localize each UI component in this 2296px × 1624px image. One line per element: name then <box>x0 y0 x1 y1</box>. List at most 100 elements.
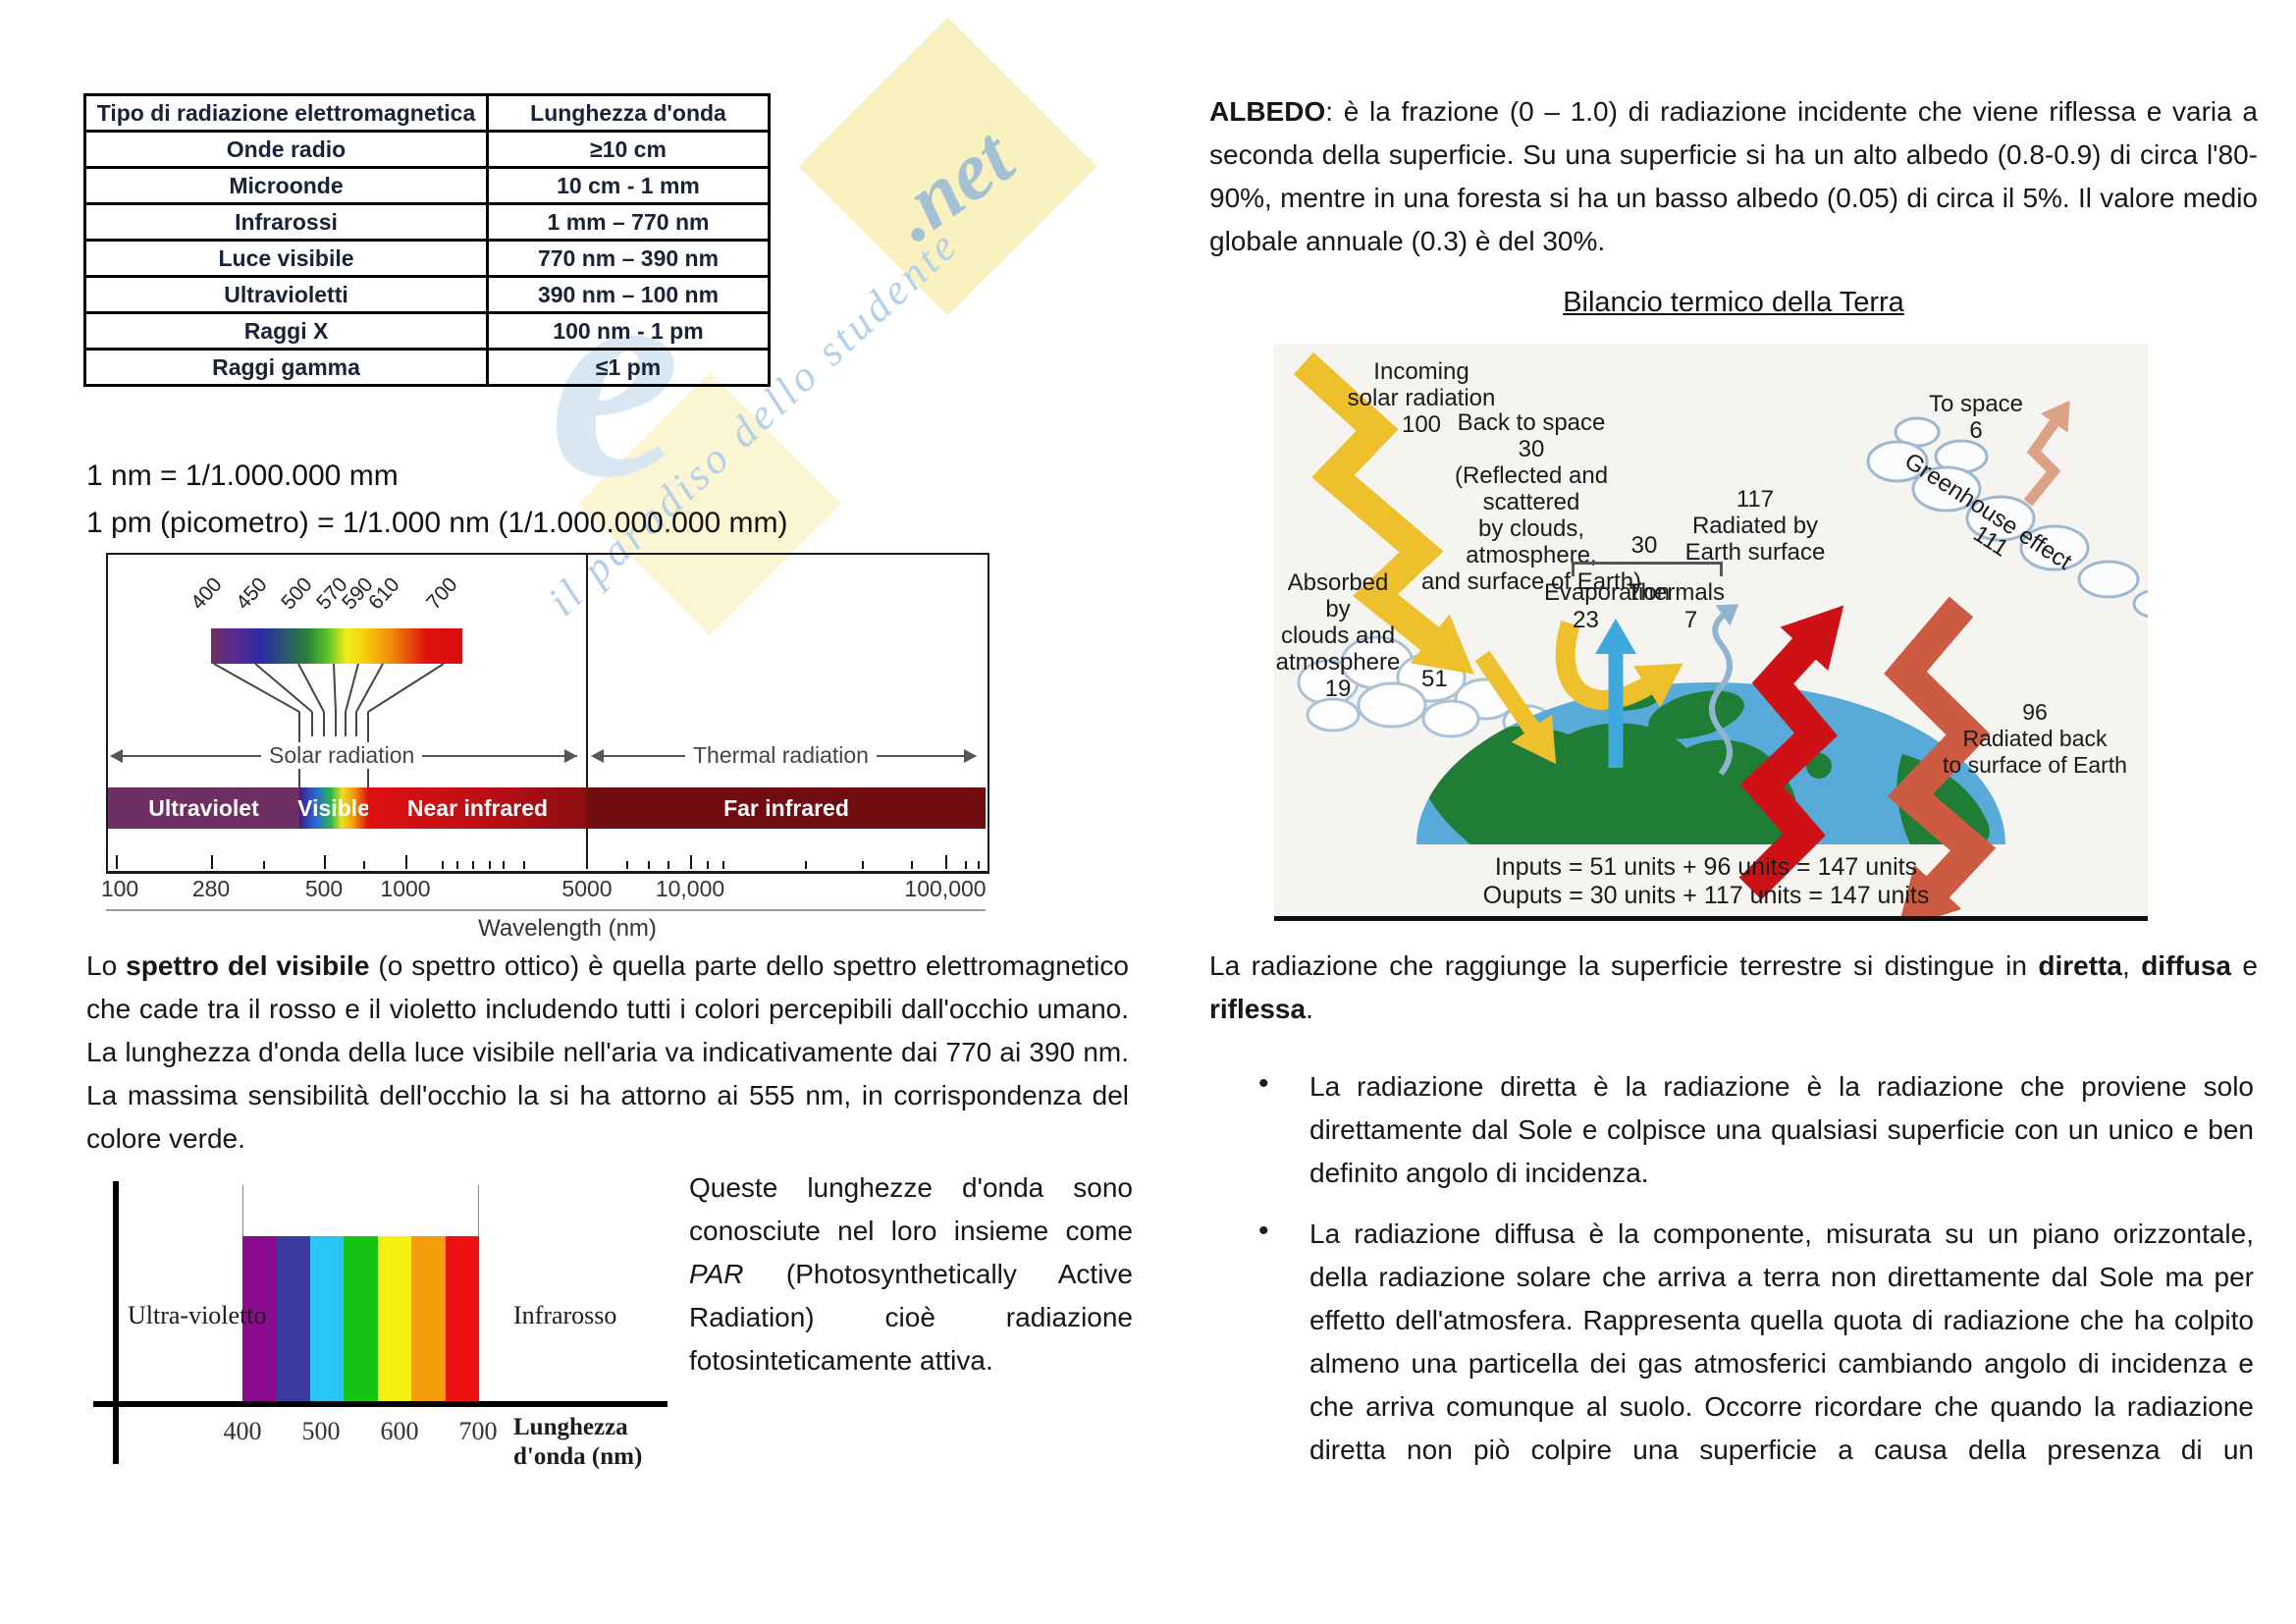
cell-type: Raggi X <box>83 311 489 351</box>
paragraph-text: (o spettro ottico) è quella parte dello … <box>86 950 1129 1154</box>
radiated-back-arrow <box>1884 596 1997 921</box>
paragraph-text: : è la frazione (0 – 1.0) di radiazione … <box>1209 96 2258 256</box>
solar-radiation-label: Solar radiation <box>261 742 423 769</box>
paragraph-text: e <box>2230 950 2258 981</box>
label-value: 96 <box>2022 699 2048 725</box>
greenhouse-cloud-shape <box>1866 416 2148 619</box>
par-bar-cyan <box>309 1236 345 1401</box>
label-line: Radiated by <box>1691 513 1819 539</box>
cell-range: 100 nm - 1 pm <box>486 311 771 351</box>
label-line: and surface of Earth) <box>1420 568 1642 595</box>
label-line: solar radiation <box>1347 385 1496 411</box>
radiation-band-bar: Ultraviolet Visible Near infrared Far in… <box>108 787 986 829</box>
energy-balance-figure: Incoming solar radiation 100 Back to spa… <box>1274 344 2148 921</box>
band-label: Near infrared <box>406 794 549 821</box>
label-value: 100 <box>1401 411 1442 438</box>
albedo-paragraph: ALBEDO: è la frazione (0 – 1.0) di radia… <box>1209 90 2258 263</box>
cell-type: Ultravioletti <box>83 275 489 314</box>
table-header-wavelength: Lunghezza d'onda <box>486 93 771 133</box>
axis-tick <box>405 855 407 869</box>
right-arrowhead-icon <box>564 749 577 763</box>
cell-range: 770 nm – 390 nm <box>486 239 771 278</box>
label-line: Incoming <box>1373 358 1469 385</box>
incoming-solar-arrow <box>1293 352 1474 675</box>
par-axis-label-line: Lunghezza <box>513 1414 628 1440</box>
visible-spectrum-paragraph: Lo spettro del visibile (o spettro ottic… <box>86 945 1129 1161</box>
paragraph-text: La radiazione che raggiunge la superfici… <box>1209 950 2039 981</box>
axis-minor-tick <box>722 861 724 869</box>
paragraph-bold: ALBEDO <box>1209 96 1326 127</box>
axis-minor-tick <box>489 861 491 869</box>
cell-type: Microonde <box>83 166 489 205</box>
label-line: Earth surface <box>1684 539 1826 566</box>
par-bar-red <box>445 1236 479 1401</box>
absorbed-surface-arrow <box>1474 650 1557 765</box>
table-header-type: Tipo di radiazione elettromagnetica <box>83 93 489 133</box>
band-near-infrared: Near infrared <box>368 787 587 829</box>
label-value: 6 <box>1969 417 1983 444</box>
axis-tick <box>211 855 213 869</box>
axis-tick-label: 100,000 <box>904 876 987 901</box>
bullet-direct-radiation: La radiazione diretta è la radiazione è … <box>1309 1071 2254 1188</box>
par-bar-green <box>344 1236 378 1401</box>
radiated-back-label: 96 Radiated back to surface of Earth <box>1922 699 2148 779</box>
par-bar-violet <box>242 1236 277 1401</box>
inputs-equation: Inputs = 51 units + 96 units = 147 units <box>1494 853 1918 881</box>
list-item: • La radiazione diffusa è la componente,… <box>1258 1213 2254 1472</box>
axis-minor-tick <box>707 861 709 869</box>
outputs-equation: Ouputs = 30 units + 117 units = 147 unit… <box>1482 882 1930 909</box>
table-row: Infrarossi 1 mm – 770 nm <box>83 202 771 242</box>
cell-type: Raggi gamma <box>83 348 489 387</box>
spectrum-fan-lines <box>213 663 445 787</box>
axis-minor-tick <box>667 861 669 869</box>
flux-bracket-value: 30 <box>1630 532 1658 559</box>
list-item: • La radiazione diretta è la radiazione … <box>1258 1065 2254 1195</box>
par-tick-label: 700 <box>458 1417 498 1445</box>
bullet-icon: • <box>1258 1215 1269 1247</box>
radiated-by-surface-label: 117 Radiated by Earth surface <box>1657 486 1853 566</box>
axis-minor-tick <box>626 861 628 869</box>
evaporation-label: Evaporation <box>1543 579 1671 606</box>
par-bar-yellow <box>377 1236 412 1401</box>
axis-tick-label: 1000 <box>380 876 431 901</box>
label-line: to surface of Earth <box>1943 752 2127 778</box>
em-radiation-table: Tipo di radiazione elettromagnetica Lung… <box>83 93 771 387</box>
y-axis <box>113 1181 119 1464</box>
radiation-types-paragraph: La radiazione che raggiunge la superfici… <box>1209 945 2258 1031</box>
axis-minor-tick <box>911 861 913 869</box>
table-row: Microonde 10 cm - 1 mm <box>83 166 771 205</box>
flux-bracket <box>1572 562 1723 576</box>
cell-range: 390 nm – 100 nm <box>486 275 771 314</box>
table-row: Raggi X 100 nm - 1 pm <box>83 311 771 351</box>
axis-minor-tick <box>472 861 474 869</box>
axis-tick <box>690 855 692 869</box>
par-bar-orange <box>411 1236 446 1401</box>
right-arrowhead-icon <box>964 749 977 763</box>
thermal-radiation-label: Thermal radiation <box>685 742 877 769</box>
cell-type: Onde radio <box>83 130 489 169</box>
paragraph-text: . <box>1306 994 1313 1024</box>
bar-edge-line <box>478 1185 479 1236</box>
par-tick-label: 400 <box>223 1417 262 1445</box>
spectrum-region-divider <box>586 553 588 869</box>
par-bar-indigo <box>276 1236 310 1401</box>
table-row: Raggi gamma ≤1 pm <box>83 348 771 387</box>
axis-minor-tick <box>965 861 967 869</box>
axis-tick-label: 500 <box>304 876 344 901</box>
label-line: Back to space <box>1457 409 1606 436</box>
band-label: Visible <box>297 794 370 821</box>
axis-tick-label: 5000 <box>561 876 613 901</box>
par-axis-label-line: d'onda (nm) <box>513 1443 643 1470</box>
visible-spectrum-bar <box>211 628 462 664</box>
thermals-value: 7 <box>1683 607 1698 633</box>
cell-type: Luce visibile <box>83 239 489 278</box>
axis-tick-label: 100 <box>100 876 139 901</box>
axis-minor-tick <box>862 861 864 869</box>
table-row: Luce visibile 770 nm – 390 nm <box>83 239 771 278</box>
thermals-arrow <box>1709 604 1739 776</box>
table-row: Onde radio ≥10 cm <box>83 130 771 169</box>
band-visible: Visible <box>297 787 370 829</box>
par-axis-label: Lunghezza d'onda (nm) <box>513 1413 642 1472</box>
axis-tick <box>945 855 947 869</box>
par-tick-label: 600 <box>380 1417 419 1445</box>
